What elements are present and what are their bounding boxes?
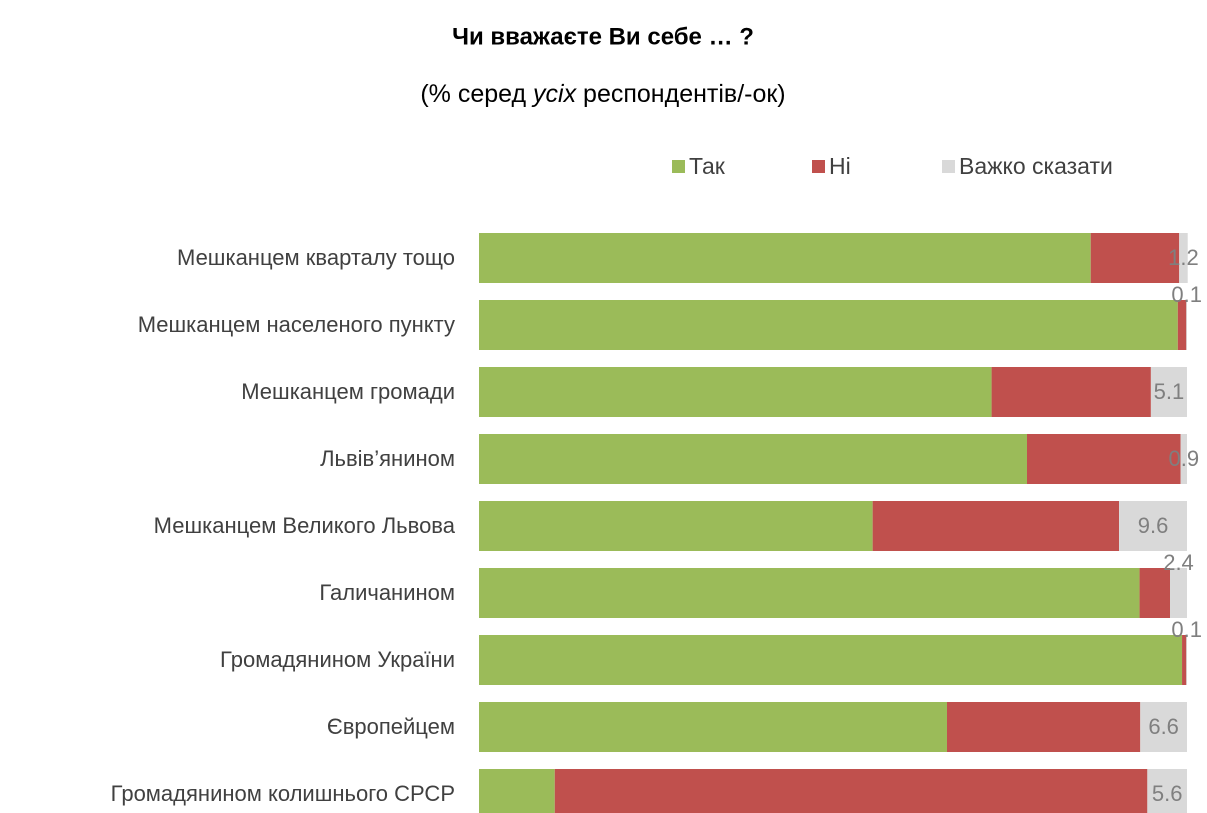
bar-segment (1177, 300, 1187, 350)
data-label: 0.9 (1169, 446, 1200, 471)
bar-segment (479, 702, 947, 752)
chart-title: Чи вважаєте Ви себе … ? (452, 23, 754, 50)
bar-segment (479, 300, 1178, 350)
bar-segment (1140, 702, 1187, 752)
bar-segment (1180, 434, 1187, 484)
category-label: Галичанином (319, 580, 455, 605)
bar-segment (1179, 233, 1188, 283)
data-label: 0.1 (1171, 617, 1202, 642)
chart-subtitle: (% серед усіх респондентів/-ок) (420, 80, 785, 108)
bar-segment (554, 769, 1148, 813)
bar-segment (479, 568, 1140, 618)
legend-swatch (672, 160, 685, 173)
bar-segment (1182, 635, 1187, 685)
bar-segment (946, 702, 1141, 752)
bar-segment (479, 501, 873, 551)
bar-segment (479, 635, 1183, 685)
category-label: Мешканцем кварталу тощо (177, 245, 455, 270)
bar-segment (1026, 434, 1181, 484)
data-label: 5.6 (1152, 781, 1183, 806)
bar-segment (1170, 568, 1187, 618)
data-label: 9.6 (1138, 513, 1169, 538)
legend-swatch (942, 160, 955, 173)
legend-swatch (812, 160, 825, 173)
category-label: Європейцем (327, 714, 455, 739)
legend-label: Важко сказати (959, 153, 1113, 179)
category-label: Львів’янином (320, 446, 455, 471)
data-label: 6.6 (1148, 714, 1179, 739)
bar-segment (479, 769, 555, 813)
data-label: 0.1 (1171, 282, 1202, 307)
bar-segment (991, 367, 1151, 417)
bar-segment (1186, 300, 1187, 350)
subtitle-part: усіх (531, 80, 578, 108)
bar-segment (1139, 568, 1171, 618)
data-label: 2.4 (1163, 550, 1194, 575)
legend-label: Ні (829, 153, 851, 179)
category-label: Мешканцем Великого Львова (154, 513, 456, 538)
bar-segment (1119, 501, 1187, 551)
bar-segment (1147, 769, 1187, 813)
data-label: 1.2 (1168, 245, 1199, 270)
data-label: 5.1 (1154, 379, 1185, 404)
bar-segment (479, 233, 1091, 283)
category-label: Мешканцем населеного пункту (138, 312, 455, 337)
subtitle-part: (% серед (420, 80, 533, 108)
bar-segment (872, 501, 1120, 551)
category-label: Громадянином колишнього СРСР (111, 781, 455, 806)
bar-segment (479, 367, 992, 417)
bar-segment (1090, 233, 1180, 283)
category-label: Мешканцем громади (241, 379, 455, 404)
legend-label: Так (689, 153, 726, 179)
category-label: Громадянином України (220, 647, 455, 672)
bar-segment (1186, 635, 1187, 685)
subtitle-part: респондентів/-ок) (576, 80, 786, 108)
bar-segment (1150, 367, 1187, 417)
bar-segment (479, 434, 1027, 484)
